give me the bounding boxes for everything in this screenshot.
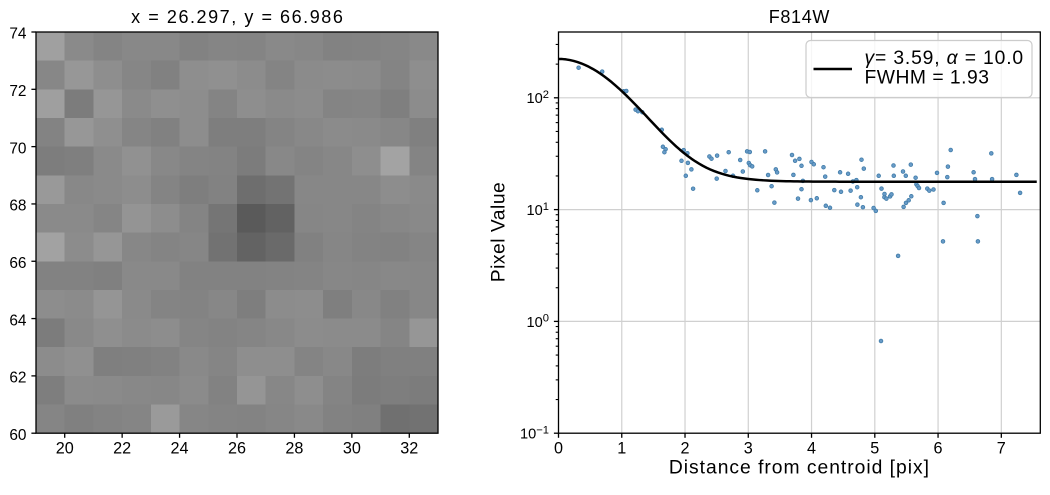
- svg-text:62: 62: [9, 370, 26, 387]
- svg-text:FWHM = 1.93: FWHM = 1.93: [865, 67, 990, 88]
- svg-text:7: 7: [997, 440, 1006, 458]
- svg-text:Distance from centroid [pix]: Distance from centroid [pix]: [669, 458, 930, 479]
- svg-text:66: 66: [9, 255, 26, 272]
- svg-text:68: 68: [9, 198, 26, 215]
- svg-text:74: 74: [9, 26, 27, 43]
- svg-text:2: 2: [681, 440, 690, 458]
- svg-text:Pixel Value: Pixel Value: [489, 182, 510, 283]
- svg-text:1: 1: [617, 440, 626, 458]
- svg-text:64: 64: [9, 312, 27, 329]
- svg-text:28: 28: [285, 440, 303, 458]
- svg-text:60: 60: [9, 427, 26, 444]
- svg-text:F814W: F814W: [769, 7, 830, 27]
- svg-text:72: 72: [9, 83, 26, 100]
- svg-text:5: 5: [870, 440, 879, 458]
- svg-text:70: 70: [9, 140, 26, 157]
- svg-text:x = 26.297, y = 66.986: x = 26.297, y = 66.986: [131, 7, 344, 27]
- svg-text:22: 22: [113, 440, 131, 458]
- svg-text:32: 32: [400, 440, 418, 458]
- svg-text:24: 24: [171, 440, 189, 458]
- svg-text:4: 4: [807, 440, 816, 458]
- svg-text:20: 20: [56, 440, 74, 458]
- svg-text:γ= 3.59, α = 10.0: γ= 3.59, α = 10.0: [865, 48, 1024, 69]
- svg-text:3: 3: [744, 440, 753, 458]
- svg-text:30: 30: [343, 440, 361, 458]
- svg-text:6: 6: [934, 440, 943, 458]
- svg-text:26: 26: [228, 440, 246, 458]
- svg-text:0: 0: [554, 440, 563, 458]
